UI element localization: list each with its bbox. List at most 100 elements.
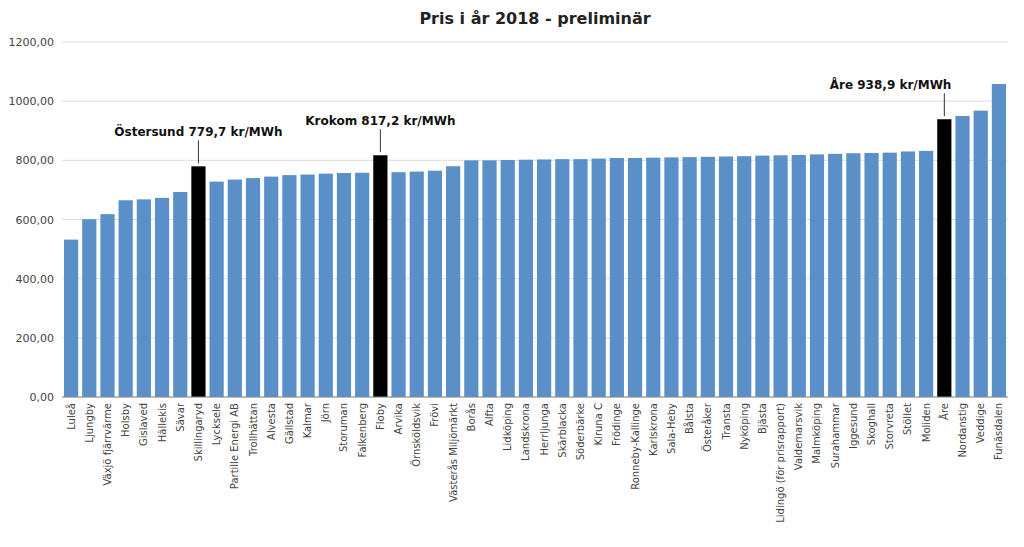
annotation: Östersund 779,7 kr/MWh [114, 124, 282, 139]
x-tick-label: Bålsta [683, 403, 695, 434]
x-tick-label: Partille Energi AB [229, 403, 240, 489]
x-tick-label: Österåker [701, 402, 713, 452]
x-tick-label: Sävar [175, 402, 186, 432]
bar [537, 159, 551, 397]
x-tick-label: Alvesta [266, 403, 277, 440]
bar [701, 157, 715, 397]
x-tick-label: Borås [465, 403, 477, 431]
bar [610, 158, 624, 397]
x-tick-label: Malmköping [811, 403, 822, 464]
bar [646, 158, 660, 397]
x-tick-label: Veddige [975, 403, 986, 443]
x-tick-label: Bjästa [757, 403, 768, 434]
x-axis-line [62, 397, 1008, 398]
title: Pris i år 2018 - preliminär [419, 9, 650, 28]
chart: 0,00200,00400,00600,00800,001000,001200,… [0, 0, 1024, 547]
bar [428, 171, 442, 397]
x-tick-label: Hällekis [157, 403, 168, 442]
bar [992, 84, 1006, 397]
bar [373, 155, 387, 397]
bar [737, 156, 751, 397]
bar [191, 166, 205, 397]
bar [846, 153, 860, 397]
bar [210, 182, 224, 397]
bar [155, 198, 169, 397]
annotation-leader [944, 93, 945, 116]
x-tick-label: Floby [375, 403, 386, 430]
bar [683, 157, 697, 397]
x-tick-label: Moliden [921, 403, 932, 442]
bar [228, 180, 242, 397]
x-tick-label: Lidingö (för prisrapport) [775, 403, 786, 523]
bar [774, 155, 788, 397]
x-tick-label: Transta [721, 403, 732, 440]
bar [100, 214, 114, 397]
bar [974, 111, 988, 397]
annotations: Östersund 779,7 kr/MWh Krokom 817,2 kr/MW… [114, 77, 951, 163]
bars [64, 84, 1006, 397]
x-tick-label: Holsby [120, 403, 131, 437]
bar [391, 172, 405, 397]
bar [173, 192, 187, 397]
annotation-leader [380, 129, 381, 152]
x-tick-label: Iggesund [848, 403, 859, 449]
grid-line [62, 42, 1008, 43]
bar [664, 157, 678, 397]
bar [137, 199, 151, 397]
x-tick-label: Herrljunga [539, 403, 550, 455]
y-tick-label: 600,00 [16, 214, 55, 227]
bar [355, 173, 369, 397]
bar [592, 159, 606, 397]
bar [246, 178, 260, 397]
x-tick-label: Frödinge [611, 403, 622, 446]
bar [82, 219, 96, 397]
bar [919, 151, 933, 397]
bar [901, 151, 915, 397]
x-tick-label: Gällstad [284, 403, 295, 444]
grid-line [62, 101, 1008, 102]
bar [810, 154, 824, 397]
x-tick-label: Storuman [338, 403, 349, 452]
x-tick-label: Stöllet [902, 403, 913, 435]
x-tick-label: Landskrona [520, 403, 531, 461]
x-tick-label: Växjö fjärrvärme [102, 403, 113, 486]
x-tick-label: Falkenberg [357, 403, 368, 457]
grid-line [62, 397, 1008, 398]
x-tick-label: Västerås Miljömärkt [447, 403, 459, 502]
x-tick-label: Sala-Heby [666, 403, 677, 454]
bar [337, 173, 351, 397]
x-tick-label: Gislaved [138, 403, 149, 446]
x-tick-label: Kiruna C [593, 403, 604, 445]
y-tick-label: 0,00 [30, 391, 55, 404]
bar [264, 177, 278, 397]
bar [937, 119, 951, 397]
bar [883, 153, 897, 397]
x-tick-label: Ronneby-Kallinge [630, 403, 641, 490]
y-axis: 0,00200,00400,00600,00800,001000,001200,… [9, 36, 55, 404]
x-tick-label: Söderbärke [575, 403, 586, 460]
bar [301, 175, 315, 397]
x-tick-label: Lidköping [502, 403, 513, 451]
bar [464, 160, 478, 397]
bar [446, 166, 460, 397]
bar [319, 174, 333, 397]
x-tick-label: Storvreta [884, 403, 895, 450]
annotation: Åre 938,9 kr/MWh [830, 77, 952, 92]
y-tick-label: 400,00 [16, 273, 55, 286]
y-tick-label: 200,00 [16, 332, 55, 345]
x-tick-label: Arvika [393, 403, 404, 434]
y-tick-label: 800,00 [16, 154, 55, 167]
annotation: Krokom 817,2 kr/MWh [305, 114, 455, 128]
x-tick-label: Alfta [484, 403, 495, 426]
bar [828, 154, 842, 397]
x-tick-label: Nordanstig [957, 403, 968, 458]
x-tick-label: Trollhättan [248, 403, 259, 457]
x-tick-label: Ljungby [84, 403, 95, 443]
bar [519, 160, 533, 397]
x-tick-label: Funäsdalen [993, 403, 1004, 460]
bar [555, 159, 569, 397]
bar [64, 240, 78, 397]
bar [864, 153, 878, 397]
y-grid [62, 42, 1008, 397]
bar [482, 160, 496, 397]
